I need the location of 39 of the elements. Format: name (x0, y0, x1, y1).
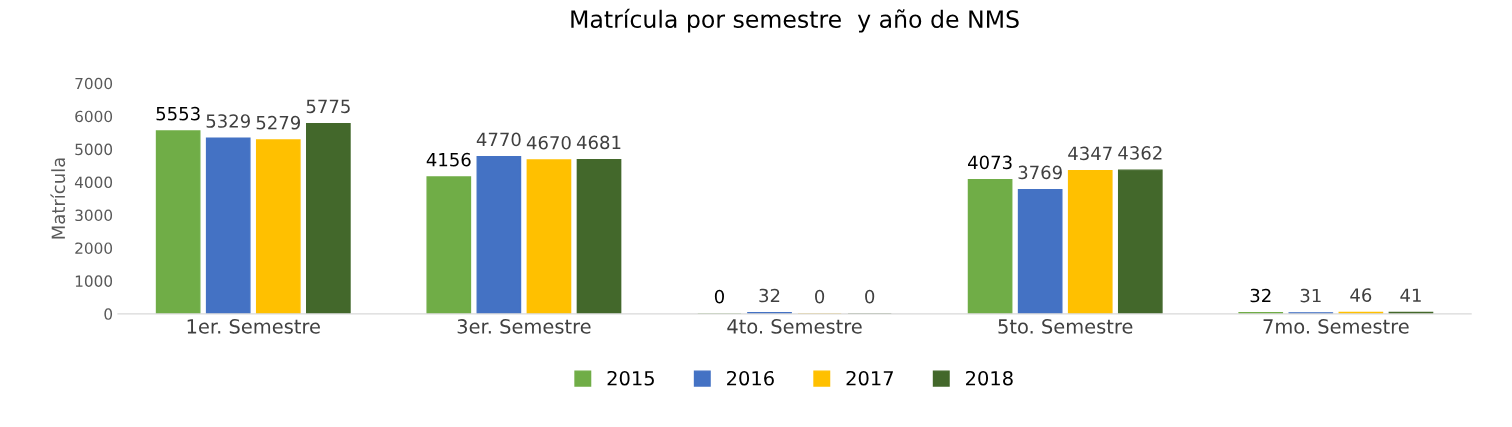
x-tick-label: 1er. Semestre (187, 319, 320, 334)
data-label: 31 (1300, 288, 1321, 303)
x-tick-label: 5to. Semestre (998, 319, 1133, 334)
data-label: 0 (714, 289, 724, 304)
y-tick-label: 6000 (75, 110, 113, 123)
data-label: 5279 (256, 115, 300, 130)
y-tick-label: 3000 (75, 209, 113, 222)
data-label: 4347 (1068, 146, 1112, 161)
data-label: 5775 (306, 99, 350, 114)
data-label: 32 (759, 288, 780, 303)
y-tick-label: 1000 (75, 275, 113, 287)
data-label: 46 (1350, 288, 1372, 302)
data-label: 0 (865, 289, 875, 304)
x-tick-label: 4to. Semestre (727, 319, 862, 334)
legend-label: 2016 (727, 370, 774, 386)
data-label: 3769 (1018, 165, 1062, 180)
data-label: 5553 (156, 106, 200, 121)
legend-label: 2015 (607, 370, 654, 386)
y-tick-label: 5000 (75, 143, 113, 156)
data-label: 4670 (526, 135, 571, 150)
legend-label: 2018 (966, 370, 1013, 386)
x-tick-label: 3er. Semestre (457, 319, 591, 334)
data-label: 5329 (206, 114, 250, 128)
chart-title: Matrícula por semestre y año de NMS (571, 8, 1019, 33)
data-label: 4073 (968, 155, 1012, 170)
y-tick-label: 4000 (74, 176, 113, 189)
y-tick-label: 2000 (75, 242, 113, 254)
data-label: 4681 (576, 135, 621, 150)
data-label: 0 (815, 289, 825, 304)
y-tick-label: 0 (104, 308, 113, 320)
data-label: 4362 (1118, 146, 1162, 160)
y-tick-label: 7000 (75, 77, 113, 90)
y-axis-title: Matrícula (50, 158, 66, 239)
legend-label: 2017 (846, 370, 893, 386)
data-label: 4156 (426, 152, 471, 167)
data-label: 4770 (476, 132, 521, 147)
data-label: 32 (1250, 288, 1271, 303)
data-label: 41 (1400, 288, 1421, 302)
x-tick-label: 7mo. Semestre (1263, 319, 1409, 334)
